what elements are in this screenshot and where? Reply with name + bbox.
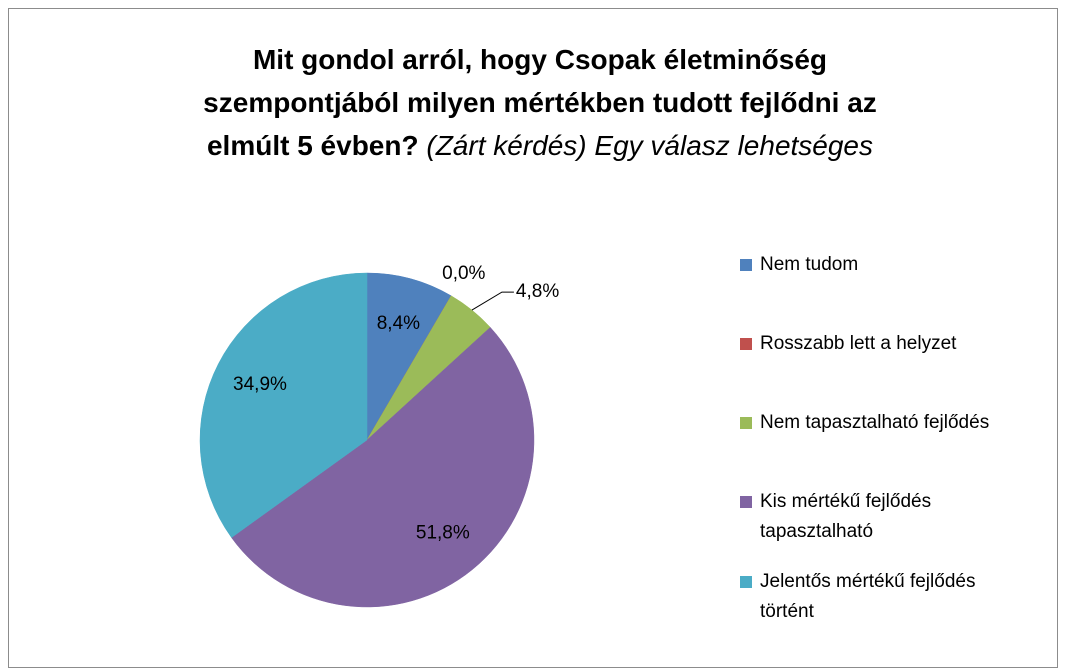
legend-label: Jelentős mértékű fejlődés történt [760, 571, 976, 622]
legend-label: Rosszabb lett a helyzet [760, 333, 957, 354]
legend-swatch [740, 576, 752, 588]
legend-label: Nem tudom [760, 254, 859, 275]
title-note: (Zárt kérdés) Egy válasz lehetséges [426, 130, 874, 161]
legend-item: Rosszabb lett a helyzet [740, 329, 1040, 359]
chart-title: Mit gondol arról, hogy Csopak életminősé… [180, 38, 900, 167]
legend-item: Kis mértékű fejlődés tapasztalható [740, 487, 1040, 547]
legend-swatch [740, 259, 752, 271]
data-label: 34,9% [233, 374, 287, 395]
title-main: Mit gondol arról, hogy Csopak életminősé… [203, 44, 877, 161]
legend-swatch [740, 338, 752, 350]
leader-line [471, 291, 514, 311]
legend-label: Nem tapasztalható fejlődés [760, 412, 990, 433]
legend-label: Kis mértékű fejlődés tapasztalható [760, 491, 932, 542]
pie-slice [366, 272, 452, 441]
legend-item: Nem tudom [740, 250, 1040, 280]
data-label: 51,8% [416, 522, 470, 543]
legend-swatch [740, 496, 752, 508]
pie-slice [231, 326, 535, 608]
data-label: 4,8% [516, 281, 559, 302]
data-label: 0,0% [442, 263, 485, 284]
legend-item: Jelentős mértékű fejlődés történt [740, 567, 1040, 627]
legend-item: Nem tapasztalható fejlődés [740, 408, 1040, 438]
legend-swatch [740, 417, 752, 429]
data-label: 8,4% [377, 313, 420, 334]
pie-slice [199, 272, 368, 538]
